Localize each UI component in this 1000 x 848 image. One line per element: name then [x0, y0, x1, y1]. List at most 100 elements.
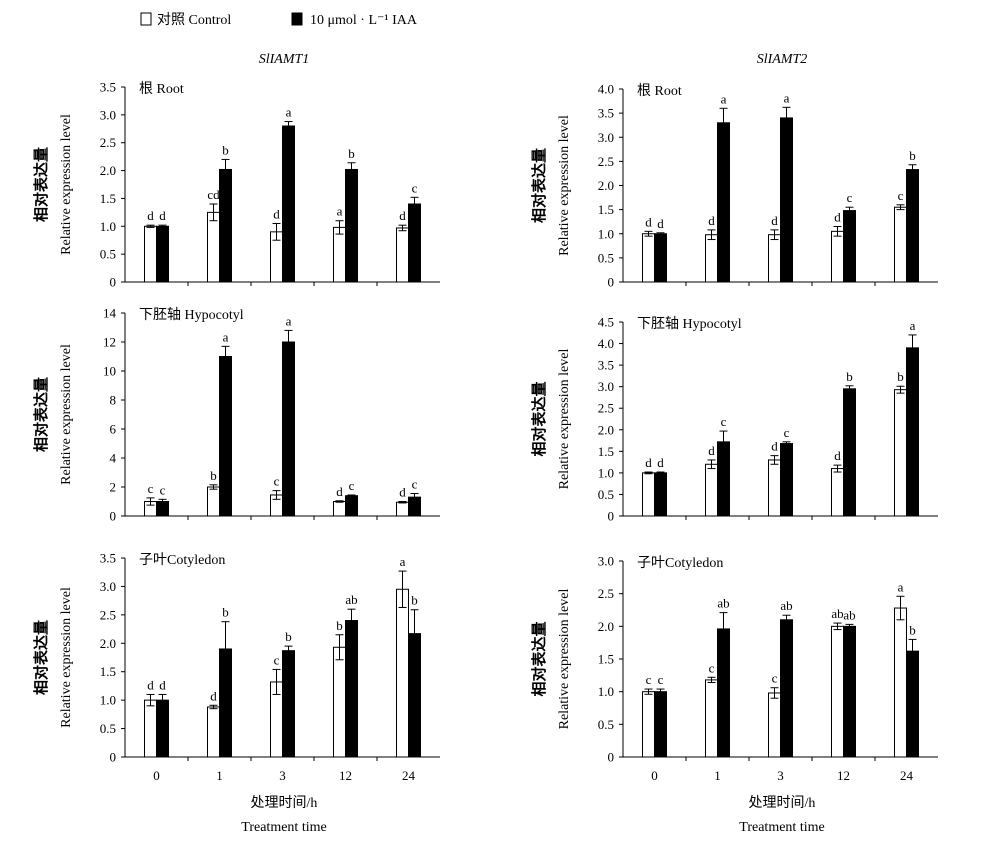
- bar-iaa: [282, 341, 295, 517]
- bar-iaa: [717, 628, 730, 758]
- y-axis-title-cn: 相对表达量: [530, 381, 548, 456]
- y-tick-label: 3.0: [598, 379, 614, 394]
- y-axis-title-cn: 相对表达量: [32, 377, 50, 452]
- y-tick-label: 4.0: [598, 82, 614, 97]
- y-tick-label: 3.0: [598, 130, 614, 145]
- y-tick-label: 4.0: [598, 336, 614, 351]
- bar-control: [768, 234, 781, 283]
- y-tick-label: 1.5: [100, 191, 116, 206]
- y-tick-label: 2.0: [598, 422, 614, 437]
- y-tick-label: 1.0: [598, 684, 614, 699]
- significance-label: b: [222, 142, 229, 157]
- bar-iaa: [654, 691, 667, 758]
- y-axis-title-en: Relative expression level: [59, 344, 74, 485]
- bar-control: [894, 607, 907, 758]
- y-tick-label: 1.0: [598, 226, 614, 241]
- bar-iaa: [156, 225, 169, 283]
- significance-label: c: [646, 672, 652, 687]
- y-tick-label: 0.5: [598, 717, 614, 732]
- significance-label: c: [772, 671, 778, 686]
- significance-label: c: [160, 482, 166, 497]
- significance-label: b: [210, 468, 217, 483]
- bar-iaa: [282, 650, 295, 758]
- x-axis-title-cn-right: 处理时间/h: [749, 795, 816, 811]
- y-tick-label: 8: [110, 393, 117, 408]
- bar-control: [396, 588, 409, 758]
- y-tick-label: 1.5: [598, 202, 614, 217]
- bar-iaa: [906, 169, 919, 283]
- significance-label: c: [274, 474, 280, 489]
- bar-iaa: [780, 443, 793, 517]
- legend-label-control: 对照 Control: [157, 12, 231, 28]
- panel-hypocotyl-sliamt2: 00.51.01.52.02.53.03.54.04.5dd ddbdccba下胚…: [530, 315, 938, 524]
- bar-control: [207, 706, 220, 758]
- bar-control: [144, 699, 157, 758]
- bar-control: [642, 472, 655, 517]
- bar-iaa: [717, 122, 730, 283]
- bar-control: [396, 227, 409, 283]
- y-tick-label: 1.5: [598, 652, 614, 667]
- significance-label: d: [834, 210, 841, 225]
- significance-label: cd: [207, 187, 220, 202]
- significance-label: d: [657, 216, 664, 231]
- significance-label: ab: [780, 598, 792, 613]
- significance-label: d: [708, 443, 715, 458]
- y-tick-label: 2: [110, 480, 117, 495]
- significance-label: d: [147, 677, 154, 692]
- y-tick-label: 12: [103, 335, 116, 350]
- y-tick-label: 2.0: [100, 636, 116, 651]
- bar-iaa: [780, 117, 793, 283]
- bar-iaa: [780, 619, 793, 758]
- bar-control: [831, 468, 844, 517]
- significance-label: a: [910, 318, 916, 333]
- significance-label: a: [286, 105, 292, 120]
- bar-control: [768, 459, 781, 517]
- y-tick-label: 2.0: [100, 163, 116, 178]
- y-tick-label: 1.5: [598, 444, 614, 459]
- bar-control: [894, 206, 907, 283]
- y-tick-label: 2.5: [598, 586, 614, 601]
- y-tick-label: 2.5: [100, 607, 116, 622]
- bar-iaa: [654, 472, 667, 517]
- significance-label: c: [898, 188, 904, 203]
- significance-label: b: [411, 593, 418, 608]
- bar-control: [642, 233, 655, 283]
- significance-label: d: [834, 448, 841, 463]
- significance-label: c: [784, 425, 790, 440]
- significance-label: c: [721, 414, 727, 429]
- y-axis-title-en: Relative expression level: [557, 349, 572, 490]
- bar-control: [705, 679, 718, 758]
- legend-swatch-control: [140, 12, 152, 26]
- bar-iaa: [219, 356, 232, 517]
- y-axis-title-en: Relative expression level: [557, 589, 572, 730]
- significance-label: c: [709, 660, 715, 675]
- y-tick-label: 1.0: [100, 693, 116, 708]
- y-tick-label: 0.5: [598, 250, 614, 265]
- y-tick-label: 1.5: [100, 664, 116, 679]
- y-axis-title-en: Relative expression level: [59, 114, 74, 255]
- significance-label: d: [336, 484, 343, 499]
- significance-label: d: [159, 677, 166, 692]
- y-axis-title-cn: 相对表达量: [530, 148, 548, 223]
- y-tick-label: 2.5: [100, 135, 116, 150]
- bar-control: [705, 463, 718, 517]
- tissue-label: 根 Root: [139, 81, 184, 97]
- bar-control: [396, 501, 409, 517]
- bar-iaa: [282, 125, 295, 283]
- x-axis-title-en-right: Treatment time: [739, 820, 824, 835]
- x-tick-label: 1: [714, 768, 721, 783]
- tissue-label: 根 Root: [637, 83, 682, 99]
- x-tick-label: 3: [777, 768, 784, 783]
- x-axis-title-cn-left: 处理时间/h: [251, 795, 318, 811]
- y-axis-title-cn: 相对表达量: [32, 620, 50, 695]
- y-tick-label: 2.5: [598, 154, 614, 169]
- y-tick-label: 3.0: [100, 579, 116, 594]
- y-tick-label: 4.5: [598, 315, 614, 330]
- bar-iaa: [219, 168, 232, 283]
- tissue-label: 子叶Cotyledon: [637, 555, 723, 571]
- bar-control: [144, 225, 157, 283]
- y-tick-label: 1.0: [100, 219, 116, 234]
